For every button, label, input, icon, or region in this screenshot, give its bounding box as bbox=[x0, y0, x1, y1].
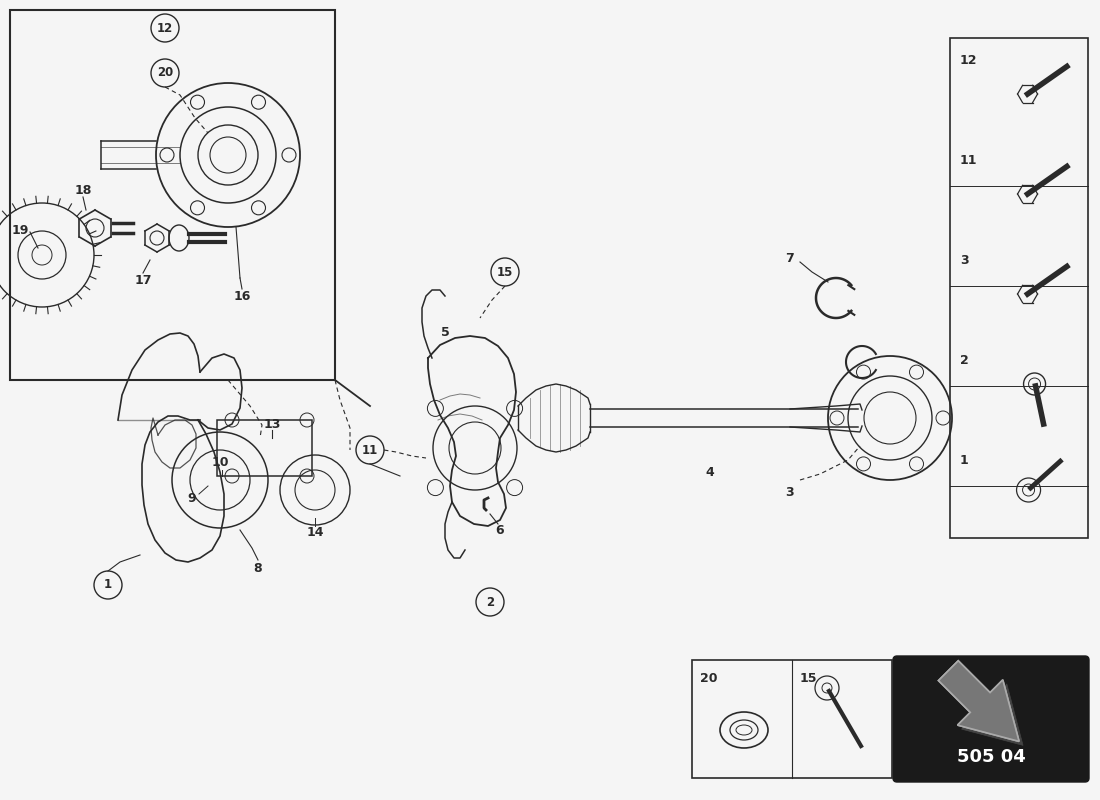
Text: 7: 7 bbox=[785, 251, 794, 265]
Bar bbox=[692, 660, 892, 778]
Polygon shape bbox=[938, 661, 1019, 742]
Text: 18: 18 bbox=[75, 183, 91, 197]
Text: 14: 14 bbox=[306, 526, 323, 538]
Text: 15: 15 bbox=[497, 266, 514, 278]
Bar bbox=[217, 420, 312, 476]
Text: 10: 10 bbox=[211, 455, 229, 469]
Text: 15: 15 bbox=[800, 671, 817, 685]
FancyBboxPatch shape bbox=[893, 656, 1089, 782]
Text: 4: 4 bbox=[705, 466, 714, 478]
Text: 19: 19 bbox=[11, 223, 29, 237]
Text: 12: 12 bbox=[157, 22, 173, 34]
Text: 3: 3 bbox=[960, 254, 969, 266]
Bar bbox=[950, 38, 1088, 538]
Bar bbox=[10, 10, 335, 380]
Text: 2: 2 bbox=[960, 354, 969, 366]
Text: 1: 1 bbox=[103, 578, 112, 591]
Text: 13: 13 bbox=[263, 418, 280, 430]
Text: 3: 3 bbox=[785, 486, 794, 498]
Text: 5: 5 bbox=[441, 326, 450, 338]
Text: 2: 2 bbox=[486, 595, 494, 609]
Text: 17: 17 bbox=[134, 274, 152, 286]
Polygon shape bbox=[938, 661, 1019, 742]
Text: 505 04: 505 04 bbox=[957, 748, 1025, 766]
Text: 16: 16 bbox=[233, 290, 251, 302]
Text: 8: 8 bbox=[254, 562, 262, 574]
Text: 20: 20 bbox=[700, 671, 717, 685]
Polygon shape bbox=[943, 665, 1023, 746]
Text: 1: 1 bbox=[960, 454, 969, 466]
Text: 6: 6 bbox=[496, 523, 504, 537]
Text: 20: 20 bbox=[157, 66, 173, 79]
Text: 11: 11 bbox=[960, 154, 978, 166]
Text: 11: 11 bbox=[362, 443, 378, 457]
Text: 9: 9 bbox=[188, 491, 196, 505]
Text: 12: 12 bbox=[960, 54, 978, 66]
